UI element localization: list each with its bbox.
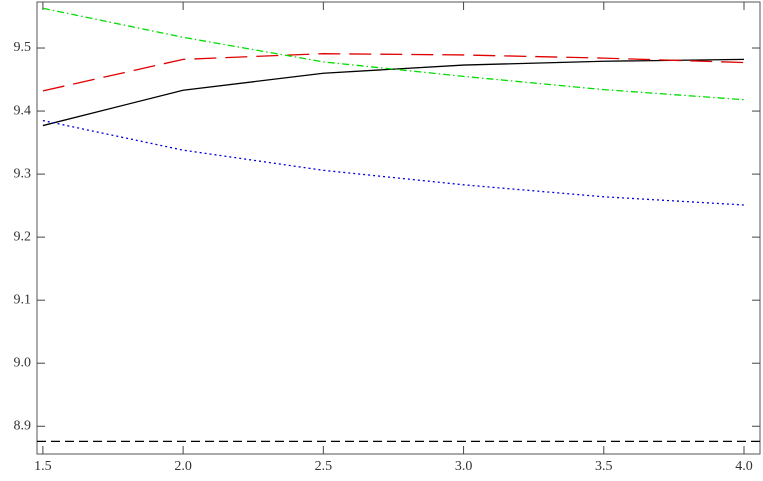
- line-series: [42, 7, 745, 101]
- y-tick-label: 9.0: [14, 355, 32, 370]
- y-tick-label: 8.9: [14, 418, 32, 433]
- line-series: [42, 53, 745, 92]
- x-tick-label: 4.0: [735, 459, 753, 474]
- x-tick-label: 2.5: [315, 459, 333, 474]
- x-tick-label: 1.5: [34, 459, 52, 474]
- y-tick-label: 9.4: [14, 103, 32, 118]
- y-tick-label: 9.2: [14, 229, 32, 244]
- x-tick-label: 3.5: [595, 459, 613, 474]
- y-tick-label: 9.3: [14, 166, 32, 181]
- plot-frame: [36, 1, 761, 455]
- y-tick-label: 9.1: [14, 292, 32, 307]
- y-tick-label: 9.5: [14, 40, 32, 55]
- line-series: [42, 119, 745, 206]
- x-tick-label: 2.0: [174, 459, 192, 474]
- line-series: [42, 58, 745, 127]
- x-tick-label: 3.0: [455, 459, 473, 474]
